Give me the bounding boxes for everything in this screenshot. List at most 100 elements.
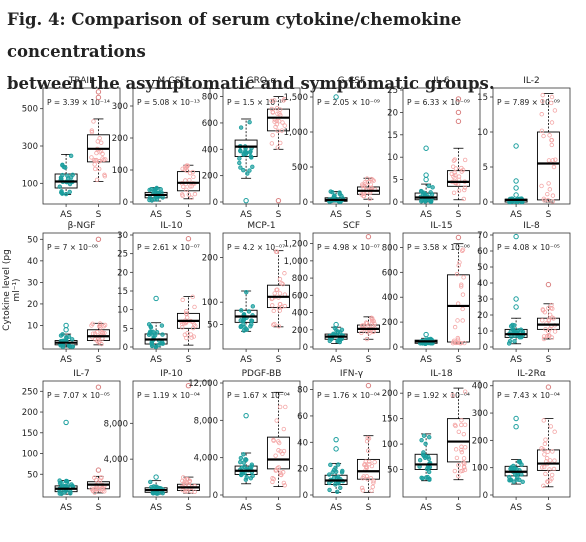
point-g-csf-s — [363, 181, 368, 187]
point-pdgf-bb-s — [283, 404, 288, 410]
point-g-csf-s — [366, 179, 371, 185]
point-il-8-s — [547, 333, 552, 338]
y-tick-label-scf: 600 — [292, 291, 308, 301]
panel-frame-il-8 — [492, 232, 571, 350]
point-scf-s — [372, 321, 377, 326]
y-tick-label-il-6: 10 — [387, 153, 398, 163]
point-il-2r-s — [543, 437, 548, 442]
panel-title-il-8: IL-8 — [523, 221, 540, 231]
point-il-10-as — [154, 329, 160, 335]
point-gro-as — [237, 160, 242, 166]
pvalue-scf: P = 4.98 × 10⁻⁰⁷ — [317, 243, 380, 252]
point-il-8-s — [551, 316, 556, 321]
point-pdgf-bb-s — [277, 404, 283, 410]
y-tick-label-trail: 500 — [22, 105, 38, 115]
y-tick-label-il-6: 5 — [393, 176, 398, 186]
pvalue-trail: P = 3.39 × 10⁻¹⁴ — [47, 98, 110, 107]
point-gro-as — [238, 148, 243, 154]
x-tick-label-ip-10-s: S — [186, 503, 192, 513]
pvalue-m-csf: P = 5.08 × 10⁻¹³ — [137, 98, 200, 107]
point-trail-as — [68, 175, 74, 180]
point-pdgf-bb-s — [274, 418, 279, 423]
point-il-10-as — [159, 323, 165, 328]
outlier-trail-s — [95, 89, 102, 95]
point-pdgf-bb-as — [238, 455, 244, 461]
box-il-15-s — [446, 274, 470, 343]
x-tick-label-trail-as: AS — [60, 210, 72, 220]
x-tick-label-g-csf-s: S — [366, 210, 372, 220]
point-il-18-s — [453, 447, 459, 452]
panel-frame-il-15 — [402, 232, 481, 350]
y-tick-label-il-10: 30 — [117, 231, 128, 241]
point-il-18-s — [453, 423, 458, 429]
point-il-15-s — [455, 318, 460, 323]
point-ip-10-as — [148, 479, 153, 485]
point-il-18-s — [456, 463, 461, 468]
point-g-csf-s — [367, 196, 373, 202]
y-tick-label-pdgf-bb: 12,000 — [188, 379, 218, 389]
point-ifn-s — [364, 474, 370, 479]
x-tick-label-il-8-as: AS — [510, 355, 522, 365]
point-mcp-1-s — [274, 249, 280, 254]
y-tick-label-il-6: 15 — [387, 131, 398, 141]
pvalue-pdgf-bb: P = 1.67 × 10⁻⁰⁴ — [227, 391, 290, 400]
point-m-csf-s — [187, 170, 193, 176]
point-scf-s — [363, 320, 369, 325]
point-trail-s — [89, 128, 94, 133]
point-il-8-s — [550, 306, 555, 311]
point-ifn-as — [336, 481, 341, 486]
point-trail-s — [91, 119, 96, 124]
y-tick-label-il-2r: 0 — [483, 491, 488, 501]
x-tick-label-il-2r-as: AS — [510, 503, 522, 513]
point-trail-s — [94, 177, 100, 182]
y-tick-label-il-7: 100 — [22, 450, 38, 460]
pvalue-il-8: P = 4.08 × 10⁻⁰⁵ — [497, 243, 560, 252]
point-m-csf-as — [158, 187, 163, 192]
point-il-15-s — [452, 324, 458, 330]
point-il-2r-s — [544, 456, 550, 461]
point-ifn-s — [370, 484, 375, 490]
outlier-il-15-as — [423, 331, 429, 338]
x-tick-label-il-2-as: AS — [510, 210, 522, 220]
point-trail-as — [58, 175, 64, 180]
panel-frame-il-2r — [492, 380, 571, 498]
y-tick-label-il-18: 200 — [382, 389, 398, 399]
point-g-csf-s — [370, 177, 375, 183]
y-tick-label-il-8: 50 — [477, 263, 488, 273]
point-ifn-s — [367, 459, 372, 464]
point-il-10-as — [146, 332, 152, 338]
panel-frame-il-6 — [402, 87, 481, 205]
point-il-10-s — [192, 304, 197, 310]
point-il-2r-s — [547, 458, 553, 463]
y-tick-label-m-csf: 200 — [112, 134, 128, 144]
point-il-8-as — [519, 334, 524, 340]
point-ifn-s — [365, 448, 371, 453]
point-il-15-s — [460, 318, 465, 323]
point-ifn-s — [365, 476, 370, 482]
pvalue-il-6: P = 6.33 × 10⁻⁰⁹ — [407, 98, 470, 107]
point-gro-as — [245, 171, 250, 176]
y-tick-label-il-2: 10 — [477, 128, 488, 138]
point-il-18-s — [456, 473, 461, 479]
y-tick-label-trail: 300 — [22, 142, 38, 152]
point-m-csf-s — [182, 167, 188, 172]
point-il-10-s — [180, 325, 185, 330]
y-tick-label-pdgf-bb: 0 — [213, 491, 218, 501]
panel-ngf: β-NGF 10 20 30 40 50 P = 7 × 10⁻⁰⁸ AS S — [27, 221, 121, 365]
outlier-il-10-as — [153, 295, 159, 302]
point-il-2-s — [546, 158, 552, 163]
point-il-6-s — [451, 190, 457, 196]
point-il-6-s — [451, 158, 457, 163]
pvalue-ifn: P = 1.76 × 10⁻⁰⁴ — [317, 391, 380, 400]
point-il-2-s — [540, 92, 545, 98]
point-il-8-s — [541, 336, 547, 342]
x-tick-label-mcp-1-as: AS — [240, 355, 252, 365]
y-tick-label-g-csf: 1,000 — [284, 128, 308, 138]
point-pdgf-bb-s — [273, 453, 278, 458]
point-gro-as — [247, 168, 252, 173]
panel-il-7: IL-7 50 100 150 200 250 P = 7.07 × 10⁻⁰⁵ AS S — [22, 369, 121, 513]
point-pdgf-bb-s — [277, 440, 282, 446]
point-ifn-as — [336, 462, 341, 467]
y-tick-label-gro: 0 — [213, 198, 218, 208]
x-tick-label-pdgf-bb-as: AS — [240, 503, 252, 513]
